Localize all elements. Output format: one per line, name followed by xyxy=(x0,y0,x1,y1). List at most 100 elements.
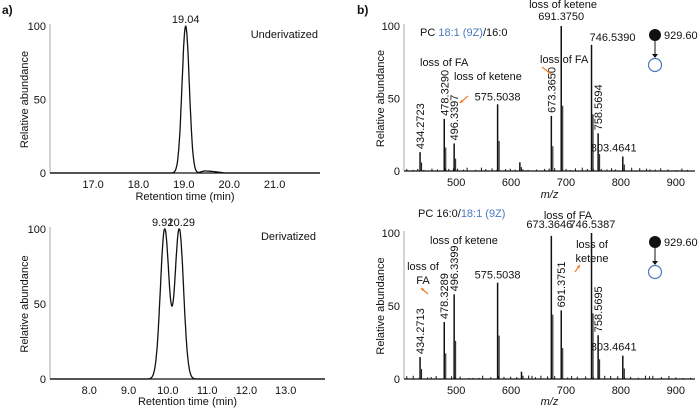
annotation-label: FA xyxy=(416,275,430,287)
x-tick-label: 11.0 xyxy=(197,385,218,397)
panel-label-a: a) xyxy=(2,3,13,17)
x-axis-label: m/z xyxy=(541,189,559,201)
arrow-head-icon xyxy=(652,54,658,58)
y-tick-label: 100 xyxy=(28,224,46,236)
peak-label: 803.4641 xyxy=(591,143,637,155)
x-tick-label: 8.0 xyxy=(82,385,97,397)
annotation-arrow-head-icon xyxy=(547,70,551,74)
peak-label: 691.3750 xyxy=(538,11,584,23)
annotation-label: ketene xyxy=(575,253,608,265)
y-tick-label: 50 xyxy=(34,299,46,311)
precursor-filled-circle-icon xyxy=(649,29,661,41)
x-tick-label: 10.0 xyxy=(157,385,178,397)
x-tick-label: 900 xyxy=(667,177,685,189)
x-tick-label: 17.0 xyxy=(82,179,103,191)
x-tick-label: 18.0 xyxy=(128,179,149,191)
title-part: 18:1 (9Z) xyxy=(461,208,506,220)
x-tick-label: 500 xyxy=(447,177,465,189)
chart-title: Derivatized xyxy=(261,231,316,243)
peak-label: 758.5695 xyxy=(593,286,605,332)
peak-label: 746.5387 xyxy=(570,219,616,231)
precursor-filled-circle-icon xyxy=(649,236,661,248)
panel-label-b: b) xyxy=(357,3,368,17)
peak-label: 19.04 xyxy=(172,14,200,26)
annotation-label: loss of ketene xyxy=(454,71,522,83)
x-tick-label: 13.0 xyxy=(275,385,296,397)
x-tick-label: 600 xyxy=(502,385,520,397)
arrow-head-icon xyxy=(652,261,658,265)
y-tick-label: 50 xyxy=(388,301,400,313)
peak-label: 758.5694 xyxy=(593,84,605,130)
precursor-mz-label: 929.60 xyxy=(664,237,698,249)
peak-label: 478.3290 xyxy=(439,70,451,116)
chromatogram-trace xyxy=(50,25,320,174)
chromatogram-a-top: 0 50 100 17.0 18.0 19.0 20.0 21.0 Relative abund… xyxy=(19,14,320,203)
x-tick-label: 9.0 xyxy=(121,385,136,397)
annotation-arrow-head-icon xyxy=(576,265,580,269)
annotation-label: loss of xyxy=(407,261,440,273)
y-tick-label: 100 xyxy=(382,21,400,33)
chart-title: Underivatized xyxy=(251,29,318,41)
peak-label: 434.2723 xyxy=(415,103,427,149)
y-tick-label: 0 xyxy=(394,374,400,386)
y-axis-label: Relative abundance xyxy=(19,51,31,148)
x-tick-label: 700 xyxy=(557,177,575,189)
y-tick-label: 0 xyxy=(40,374,46,386)
precursor-mz-label: 929.60 xyxy=(664,30,698,42)
peak-label: 575.5038 xyxy=(475,91,521,103)
product-open-circle-icon xyxy=(647,57,663,73)
peak-label: 691.3751 xyxy=(556,261,568,307)
annotation-label: loss of xyxy=(576,239,609,251)
y-axis-label: Relative abundance xyxy=(375,50,387,147)
annotation-label: loss of FA xyxy=(420,57,469,69)
annotation-arrow-head-icon xyxy=(460,99,464,103)
peak-label: 803.4641 xyxy=(591,342,637,354)
peak-label: 478.3289 xyxy=(439,273,451,319)
chromatogram-trace xyxy=(50,228,325,380)
spectrum-b-top: 0 50 100 500 600 700 800 900 Relative abundance m… xyxy=(375,0,698,201)
x-tick-label: 800 xyxy=(612,385,630,397)
x-tick-label: 12.0 xyxy=(236,385,257,397)
x-tick-label: 700 xyxy=(557,385,575,397)
annotation-label: loss of FA xyxy=(540,54,589,66)
x-axis-label: Retention time (min) xyxy=(135,191,234,203)
x-tick-label: 20.0 xyxy=(219,179,240,191)
x-tick-label: 21.0 xyxy=(264,179,285,191)
y-axis-label: Relative abundance xyxy=(375,257,387,354)
peak-label: 746.5390 xyxy=(590,32,636,44)
title-part: PC 16:0/ xyxy=(418,208,462,220)
y-tick-label: 50 xyxy=(388,94,400,106)
y-tick-label: 100 xyxy=(382,228,400,240)
x-tick-label: 600 xyxy=(502,177,520,189)
peak-label: 673.3646 xyxy=(526,219,572,231)
y-tick-label: 0 xyxy=(40,168,46,180)
y-tick-label: 100 xyxy=(28,21,46,33)
annotation-label: loss of FA xyxy=(544,210,593,222)
peak-label: 673.3650 xyxy=(546,67,558,113)
title-part: /16:0 xyxy=(483,27,507,39)
spectrum-b-bottom: 0 50 100 500 600 700 800 900 Relative abundance m… xyxy=(375,208,698,408)
spectrum-title: PC 18:1 (9Z)/16:0 xyxy=(420,27,507,39)
annotation-label: loss of ketene xyxy=(430,235,498,247)
y-tick-label: 50 xyxy=(34,95,46,107)
peak-label: 10.29 xyxy=(167,217,195,229)
spectrum-title: PC 16:0/18:1 (9Z) xyxy=(418,208,505,220)
product-open-circle-icon xyxy=(647,264,663,280)
x-tick-label: 19.0 xyxy=(173,179,194,191)
y-tick-label: 0 xyxy=(394,166,400,178)
title-part: PC xyxy=(420,27,438,39)
x-tick-label: 800 xyxy=(612,177,630,189)
annotation-label: loss of ketene xyxy=(529,0,597,11)
peak-label: 496.3397 xyxy=(449,95,461,141)
x-axis-label: Retention time (min) xyxy=(138,396,237,408)
x-tick-label: 900 xyxy=(667,385,685,397)
title-part: 18:1 (9Z) xyxy=(438,27,483,39)
annotation-arrow-head-icon xyxy=(421,288,425,292)
y-axis-label: Relative abundance xyxy=(19,255,31,352)
x-tick-label: 500 xyxy=(447,385,465,397)
chromatogram-a-bottom: 0 50 100 8.0 9.0 10.0 11.0 12.0 13.0 Relative abu… xyxy=(19,217,325,408)
peak-label: 9.92 xyxy=(152,217,173,229)
peak-label: 434.2713 xyxy=(415,308,427,354)
x-axis-label: m/z xyxy=(541,396,559,408)
